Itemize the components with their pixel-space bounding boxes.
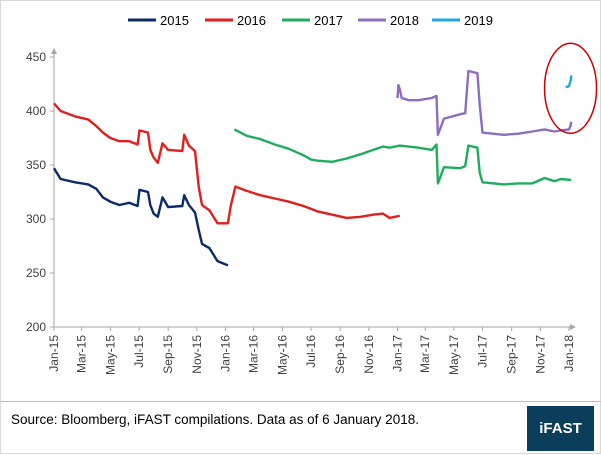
- y-tick-label: 250: [26, 266, 46, 280]
- series-line-2018: [396, 69, 573, 136]
- x-tick-label: Nov-16: [362, 335, 376, 374]
- series-line-2015: [52, 167, 229, 267]
- x-tick-label: Nov-17: [533, 335, 547, 374]
- x-tick-label: Mar-16: [247, 335, 261, 373]
- x-tick-label: Sep-17: [505, 335, 519, 374]
- x-tick-label: Mar-17: [418, 335, 432, 373]
- y-tick-label: 450: [26, 50, 46, 64]
- chart-footer: Source: Bloomberg, iFAST compilations. D…: [1, 401, 601, 455]
- legend-label-2015: 2015: [160, 13, 189, 28]
- x-tick-label: Sep-16: [333, 335, 347, 374]
- source-note: Source: Bloomberg, iFAST compilations. D…: [11, 412, 419, 427]
- series-line-2017: [233, 128, 572, 186]
- x-tick-label: Jul-16: [304, 335, 318, 368]
- x-axis-arrow: [570, 324, 576, 330]
- legend-label-2019: 2019: [464, 13, 493, 28]
- y-axis-arrow: [51, 48, 57, 54]
- legend-label-2016: 2016: [237, 13, 266, 28]
- x-tick-label: Jan-17: [390, 335, 404, 372]
- y-tick-label: 400: [26, 104, 46, 118]
- y-tick-label: 200: [26, 320, 46, 334]
- line-chart: 200 250 300 350 400 450 Jan-15 Mar-15 May-15 Jul-…: [26, 13, 598, 375]
- legend-label-2018: 2018: [390, 13, 419, 28]
- x-tick-label: Jul-17: [476, 335, 490, 368]
- series-line-2019: [565, 75, 573, 89]
- x-tick-label: Jul-15: [132, 335, 146, 368]
- logo-text: iFAST: [539, 420, 582, 437]
- y-tick-label: 350: [26, 158, 46, 172]
- x-tick-label: Jan-15: [47, 335, 61, 372]
- x-tick-label: May-17: [447, 335, 461, 375]
- x-tick-label: May-15: [103, 335, 117, 375]
- x-tick-label: May-16: [275, 335, 289, 375]
- x-tick-label: Jan-16: [219, 335, 233, 372]
- y-tick-label: 300: [26, 212, 46, 226]
- x-tick-label: Nov-15: [190, 335, 204, 374]
- series-line-2016: [53, 102, 401, 225]
- ifast-logo: iFAST: [527, 406, 594, 451]
- x-tick-label: Mar-15: [75, 335, 89, 373]
- x-tick-label: Sep-15: [161, 335, 175, 374]
- legend-label-2017: 2017: [314, 13, 343, 28]
- highlight-ellipse: [543, 42, 598, 135]
- x-tick-label: Jan-18: [562, 335, 576, 372]
